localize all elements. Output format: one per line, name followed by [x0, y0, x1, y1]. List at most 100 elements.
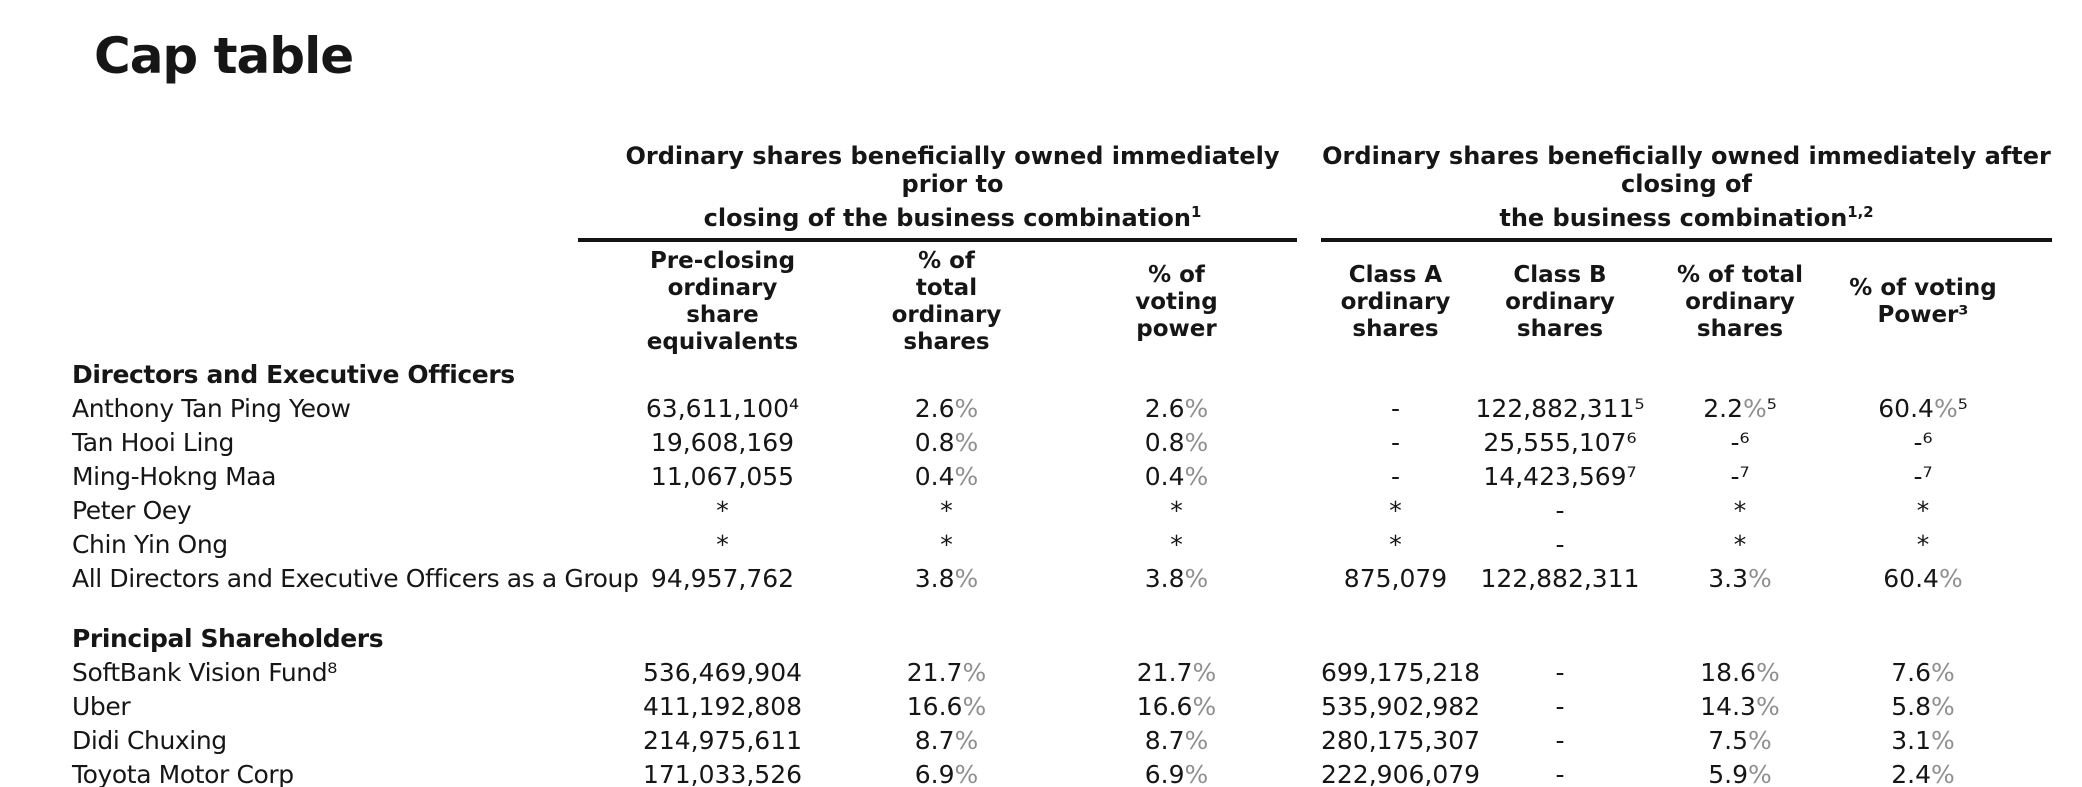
column-header-pct-total-prior: % of total ordinary shares — [891, 248, 1002, 355]
table-cell: * — [716, 496, 729, 525]
table-cell: -⁷ — [1730, 462, 1750, 491]
column-gap — [1297, 724, 1321, 758]
table-cell: 60.4% — [1883, 564, 1963, 593]
column-gap — [1297, 656, 1321, 690]
group-header-line1: Ordinary shares beneficially owned immed… — [625, 142, 1280, 198]
table-cell: -⁶ — [1730, 428, 1750, 457]
section-heading: Directors and Executive Officers — [72, 360, 515, 389]
table-cell: 171,033,526 — [642, 760, 803, 787]
table-cell: - — [1555, 692, 1565, 721]
column-gap — [1297, 562, 1321, 596]
section-row: Principal Shareholders — [72, 622, 2052, 656]
table-row: Ming-Hokng Maa 11,067,055 0.4% 0.4% - 14… — [72, 460, 2052, 494]
footnote-marker: 1,2 — [1847, 203, 1874, 221]
table-cell: * — [940, 496, 953, 525]
table-cell: 19,608,169 — [650, 428, 795, 457]
table-cell: * — [1733, 496, 1747, 525]
table-cell: 3.3% — [1708, 564, 1772, 593]
table-cell: * — [1389, 530, 1402, 559]
row-label: Peter Oey — [72, 496, 192, 525]
table-cell: 2.6% — [1144, 394, 1209, 423]
row-label: Uber — [72, 692, 131, 721]
table-cell: * — [1733, 530, 1747, 559]
table-cell: - — [1555, 726, 1565, 755]
table-cell: - — [1390, 462, 1401, 491]
column-gap — [1297, 460, 1321, 494]
table-cell: * — [1916, 530, 1930, 559]
table-row: Uber 411,192,808 16.6% 16.6% 535,902,982… — [72, 690, 2052, 724]
table-row: All Directors and Executive Officers as … — [72, 562, 2052, 596]
column-header-class-a: Class A ordinary shares — [1340, 261, 1451, 342]
table-cell: 0.8% — [914, 428, 979, 457]
table-cell: - — [1555, 760, 1565, 787]
row-label: All Directors and Executive Officers as … — [72, 564, 639, 593]
column-header-class-b: Class B ordinary shares — [1505, 261, 1615, 342]
table-cell: - — [1390, 394, 1401, 423]
column-gap — [1297, 392, 1321, 426]
table-cell: 0.8% — [1144, 428, 1209, 457]
table-cell: -⁷ — [1913, 462, 1933, 491]
table-cell: -⁶ — [1913, 428, 1933, 457]
table-cell: 21.7% — [906, 658, 987, 687]
column-gap — [1297, 690, 1321, 724]
table-cell: * — [1170, 496, 1183, 525]
table-cell: 14,423,569⁷ — [1483, 462, 1637, 491]
table-cell: 8.7% — [1144, 726, 1209, 755]
table-cell: 122,882,311 — [1480, 564, 1640, 593]
table-row: SoftBank Vision Fund⁸ 536,469,904 21.7% … — [72, 656, 2052, 690]
table-cell: 6.9% — [914, 760, 979, 787]
table-cell: 8.7% — [914, 726, 979, 755]
table-cell: 7.6% — [1891, 658, 1955, 687]
table-cell: 16.6% — [1136, 692, 1217, 721]
table-cell: 3.1% — [1891, 726, 1955, 755]
table-cell: 16.6% — [906, 692, 987, 721]
section-spacer — [72, 596, 2052, 622]
group-header-row: Ordinary shares beneficially owned immed… — [72, 142, 2052, 242]
table-cell: 14.3% — [1700, 692, 1780, 721]
row-label: SoftBank Vision Fund⁸ — [72, 658, 337, 687]
row-label: Chin Yin Ong — [72, 530, 228, 559]
footnote-marker: 1 — [1190, 203, 1202, 221]
table-cell: 214,975,611 — [642, 726, 803, 755]
group-header-after: Ordinary shares beneficially owned immed… — [1321, 142, 2052, 242]
group-header-prior: Ordinary shares beneficially owned immed… — [578, 142, 1297, 242]
table-cell: 2.2%⁵ — [1703, 394, 1777, 423]
column-gap — [1297, 494, 1321, 528]
table-cell: 875,079 — [1343, 564, 1448, 593]
group-header-line2: closing of the business combination — [703, 204, 1191, 232]
table-cell: 0.4% — [1144, 462, 1209, 491]
row-label: Ming-Hokng Maa — [72, 462, 277, 491]
cap-table: Ordinary shares beneficially owned immed… — [72, 142, 2052, 787]
section-row: Directors and Executive Officers — [72, 358, 2052, 392]
column-header-pct-total-after: % of total ordinary shares — [1676, 261, 1804, 342]
table-cell: 6.9% — [1144, 760, 1209, 787]
table-cell: 18.6% — [1700, 658, 1780, 687]
column-header-pct-voting-after: % of voting Power³ — [1849, 275, 1997, 328]
group-header-line1: Ordinary shares beneficially owned immed… — [1322, 142, 2051, 198]
table-row: Didi Chuxing 214,975,611 8.7% 8.7% 280,1… — [72, 724, 2052, 758]
table-cell: 2.6% — [914, 394, 979, 423]
table-cell: 535,902,982 — [1321, 692, 1481, 721]
table-cell: 122,882,311⁵ — [1475, 394, 1645, 423]
table-cell: 3.8% — [914, 564, 979, 593]
column-gap — [1297, 426, 1321, 460]
table-cell: 5.8% — [1891, 692, 1955, 721]
table-row: Peter Oey * * * * - * * — [72, 494, 2052, 528]
table-row: Chin Yin Ong * * * * - * * — [72, 528, 2052, 562]
table-cell: 222,906,079 — [1321, 760, 1481, 787]
section-heading: Principal Shareholders — [72, 624, 384, 653]
column-gap — [1297, 528, 1321, 562]
table-cell: * — [1389, 496, 1402, 525]
row-label: Tan Hooi Ling — [72, 428, 234, 457]
column-gap — [1297, 758, 1321, 787]
row-label: Didi Chuxing — [72, 726, 227, 755]
row-label: Anthony Tan Ping Yeow — [72, 394, 351, 423]
table-cell: - — [1555, 496, 1565, 525]
table-cell: 0.4% — [914, 462, 979, 491]
table-cell: - — [1555, 658, 1565, 687]
table-cell: * — [940, 530, 953, 559]
table-cell: 94,957,762 — [650, 564, 795, 593]
table-cell: - — [1555, 530, 1565, 559]
column-header-row: Pre-closing ordinary share equivalents %… — [72, 242, 2052, 358]
